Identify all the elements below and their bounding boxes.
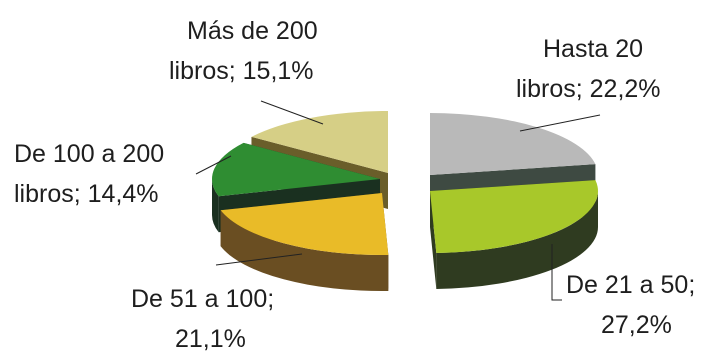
label-de100a200-line1: De 100 a 200: [14, 140, 164, 168]
slice-mas200-top: [251, 111, 388, 173]
label-de51a100-line2: 21,1%: [175, 325, 246, 353]
slice-de21a50: [430, 180, 598, 289]
leader-line-de21a50: [551, 244, 562, 301]
slice-hasta20-top: [430, 113, 596, 175]
label-hasta20-line2: libros; 22,2%: [516, 75, 661, 103]
slice-de21a50-top: [430, 180, 598, 253]
slice-de51a100-side: [220, 210, 389, 291]
slice-de100a200-top: [212, 142, 380, 197]
label-de21a50-line1: De 21 a 50;: [566, 271, 695, 299]
slice-de51a100: [220, 193, 389, 291]
slice-de51a100-top: [220, 193, 389, 256]
slice-de21a50-side: [436, 191, 598, 289]
pie-slices: [212, 111, 598, 291]
label-de21a50-line2: 27,2%: [601, 311, 672, 339]
label-de51a100-line1: De 51 a 100;: [131, 285, 274, 313]
slice-de100a200-side: [212, 179, 219, 233]
leader-line-hasta20: [519, 114, 601, 132]
label-de100a200-line2: libros; 14,4%: [14, 180, 159, 208]
leader-line-de51a100: [215, 253, 303, 266]
label-hasta20-line1: Hasta 20: [543, 35, 643, 63]
slice-labels: Hasta 20 libros; 22,2% De 21 a 50; 27,2%…: [14, 17, 695, 353]
leader-lines: [195, 100, 601, 301]
leader-line-mas200: [260, 100, 324, 125]
slice-de21a50-cut-1: [430, 191, 437, 289]
label-mas200-line2: libros; 15,1%: [169, 57, 314, 85]
label-mas200-line1: Más de 200: [187, 17, 318, 45]
leader-line-de100a200: [195, 155, 232, 175]
